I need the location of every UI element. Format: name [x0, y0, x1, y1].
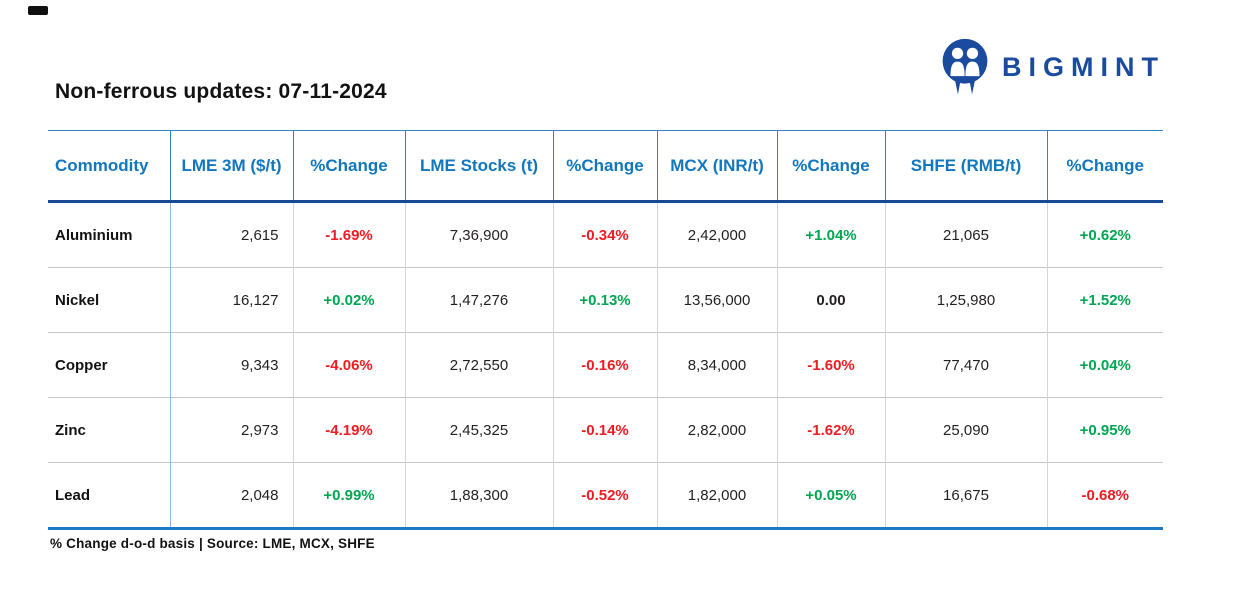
top-left-mark [28, 6, 48, 15]
commodity-cell: Zinc [48, 397, 171, 463]
mcx-cell: 1,82,000 [657, 462, 778, 529]
table-row-aluminium: Aluminium 2,615 -1.69% 7,36,900 -0.34% 2… [48, 201, 1163, 268]
shfe-change-cell: -0.68% [1047, 462, 1163, 529]
shfe-change-cell: +0.62% [1079, 226, 1131, 244]
lme-stocks-cell: 2,45,325 [405, 397, 554, 463]
commodity-cell: Lead [48, 462, 171, 529]
table-row-lead: Lead 2,048 +0.99% 1,88,300 -0.52% 1,82,0… [48, 462, 1163, 529]
lme-3m-change-cell: -1.69% [293, 201, 406, 268]
lme-stocks-change-cell: -0.34% [553, 201, 658, 268]
header-lme-3m-change: %Change [293, 130, 406, 202]
header-mcx: MCX (INR/t) [657, 130, 778, 202]
shfe-change-cell: +0.04% [1047, 332, 1163, 398]
lme-stocks-change-cell: -0.16% [553, 332, 658, 398]
table-header-row: Commodity LME 3M ($/t) %Change LME Stock… [48, 130, 1163, 202]
mcx-change-cell: +0.05% [777, 462, 886, 529]
lme-3m-cell: 2,615 [170, 201, 294, 268]
lme-3m-change-cell: -4.06% [293, 332, 406, 398]
shfe-cell: 21,065 [885, 201, 1048, 268]
header-shfe-change: %Change [1066, 155, 1144, 175]
footnote: % Change d-o-d basis | Source: LME, MCX,… [50, 536, 375, 551]
shfe-change-cell: +1.52% [1047, 267, 1163, 333]
mcx-cell: 13,56,000 [657, 267, 778, 333]
mcx-cell: 2,42,000 [657, 201, 778, 268]
commodity-cell: Aluminium [48, 201, 171, 268]
header-lme-stocks: LME Stocks (t) [405, 130, 554, 202]
non-ferrous-price-table: Commodity LME 3M ($/t) %Change LME Stock… [48, 130, 1163, 530]
lme-3m-cell: 2,048 [170, 462, 294, 529]
lme-stocks-change-cell: -0.52% [553, 462, 658, 529]
lme-3m-cell: 9,343 [170, 332, 294, 398]
lme-stocks-cell: 2,72,550 [405, 332, 554, 398]
mcx-change-cell: +1.04% [777, 201, 886, 268]
mcx-change-cell: -1.62% [777, 397, 886, 463]
mcx-change-cell: 0.00 [777, 267, 886, 333]
lme-stocks-cell: 7,36,900 [405, 201, 554, 268]
header-lme-3m: LME 3M ($/t) [170, 130, 294, 202]
shfe-cell: 1,25,980 [885, 267, 1048, 333]
lme-stocks-change-cell: -0.14% [553, 397, 658, 463]
commodity-cell: Copper [48, 332, 171, 398]
bigmint-logo-text: BIGMINT [1002, 51, 1165, 82]
table-row-nickel: Nickel 16,127 +0.02% 1,47,276 +0.13% 13,… [48, 267, 1163, 333]
header-mcx-change: %Change [777, 130, 886, 202]
shfe-cell: 16,675 [885, 462, 1048, 529]
bigmint-logo: BIGMINT [940, 38, 1165, 96]
lme-3m-change-cell: -4.19% [293, 397, 406, 463]
lme-stocks-change-cell: +0.13% [553, 267, 658, 333]
lme-3m-cell: 16,127 [170, 267, 294, 333]
lme-3m-cell: 2,973 [170, 397, 294, 463]
shfe-change-cell: +0.95% [1047, 397, 1163, 463]
mcx-cell: 8,34,000 [657, 332, 778, 398]
header-lme-stocks-change: %Change [553, 130, 658, 202]
shfe-cell: 25,090 [885, 397, 1048, 463]
lme-stocks-cell: 1,47,276 [405, 267, 554, 333]
header-shfe: SHFE (RMB/t) [885, 130, 1048, 202]
page-title: Non-ferrous updates: 07-11-2024 [55, 80, 387, 103]
table-row-zinc: Zinc 2,973 -4.19% 2,45,325 -0.14% 2,82,0… [48, 397, 1163, 463]
lme-3m-change-cell: +0.99% [293, 462, 406, 529]
mcx-cell: 2,82,000 [657, 397, 778, 463]
mcx-change-cell: -1.60% [777, 332, 886, 398]
header-commodity: Commodity [48, 130, 171, 202]
table-row-copper: Copper 9,343 -4.06% 2,72,550 -0.16% 8,34… [48, 332, 1163, 398]
lme-3m-change-cell: +0.02% [293, 267, 406, 333]
lme-stocks-cell: 1,88,300 [405, 462, 554, 529]
shfe-cell: 77,470 [885, 332, 1048, 398]
bigmint-logo-icon [942, 38, 988, 95]
commodity-cell: Nickel [48, 267, 171, 333]
